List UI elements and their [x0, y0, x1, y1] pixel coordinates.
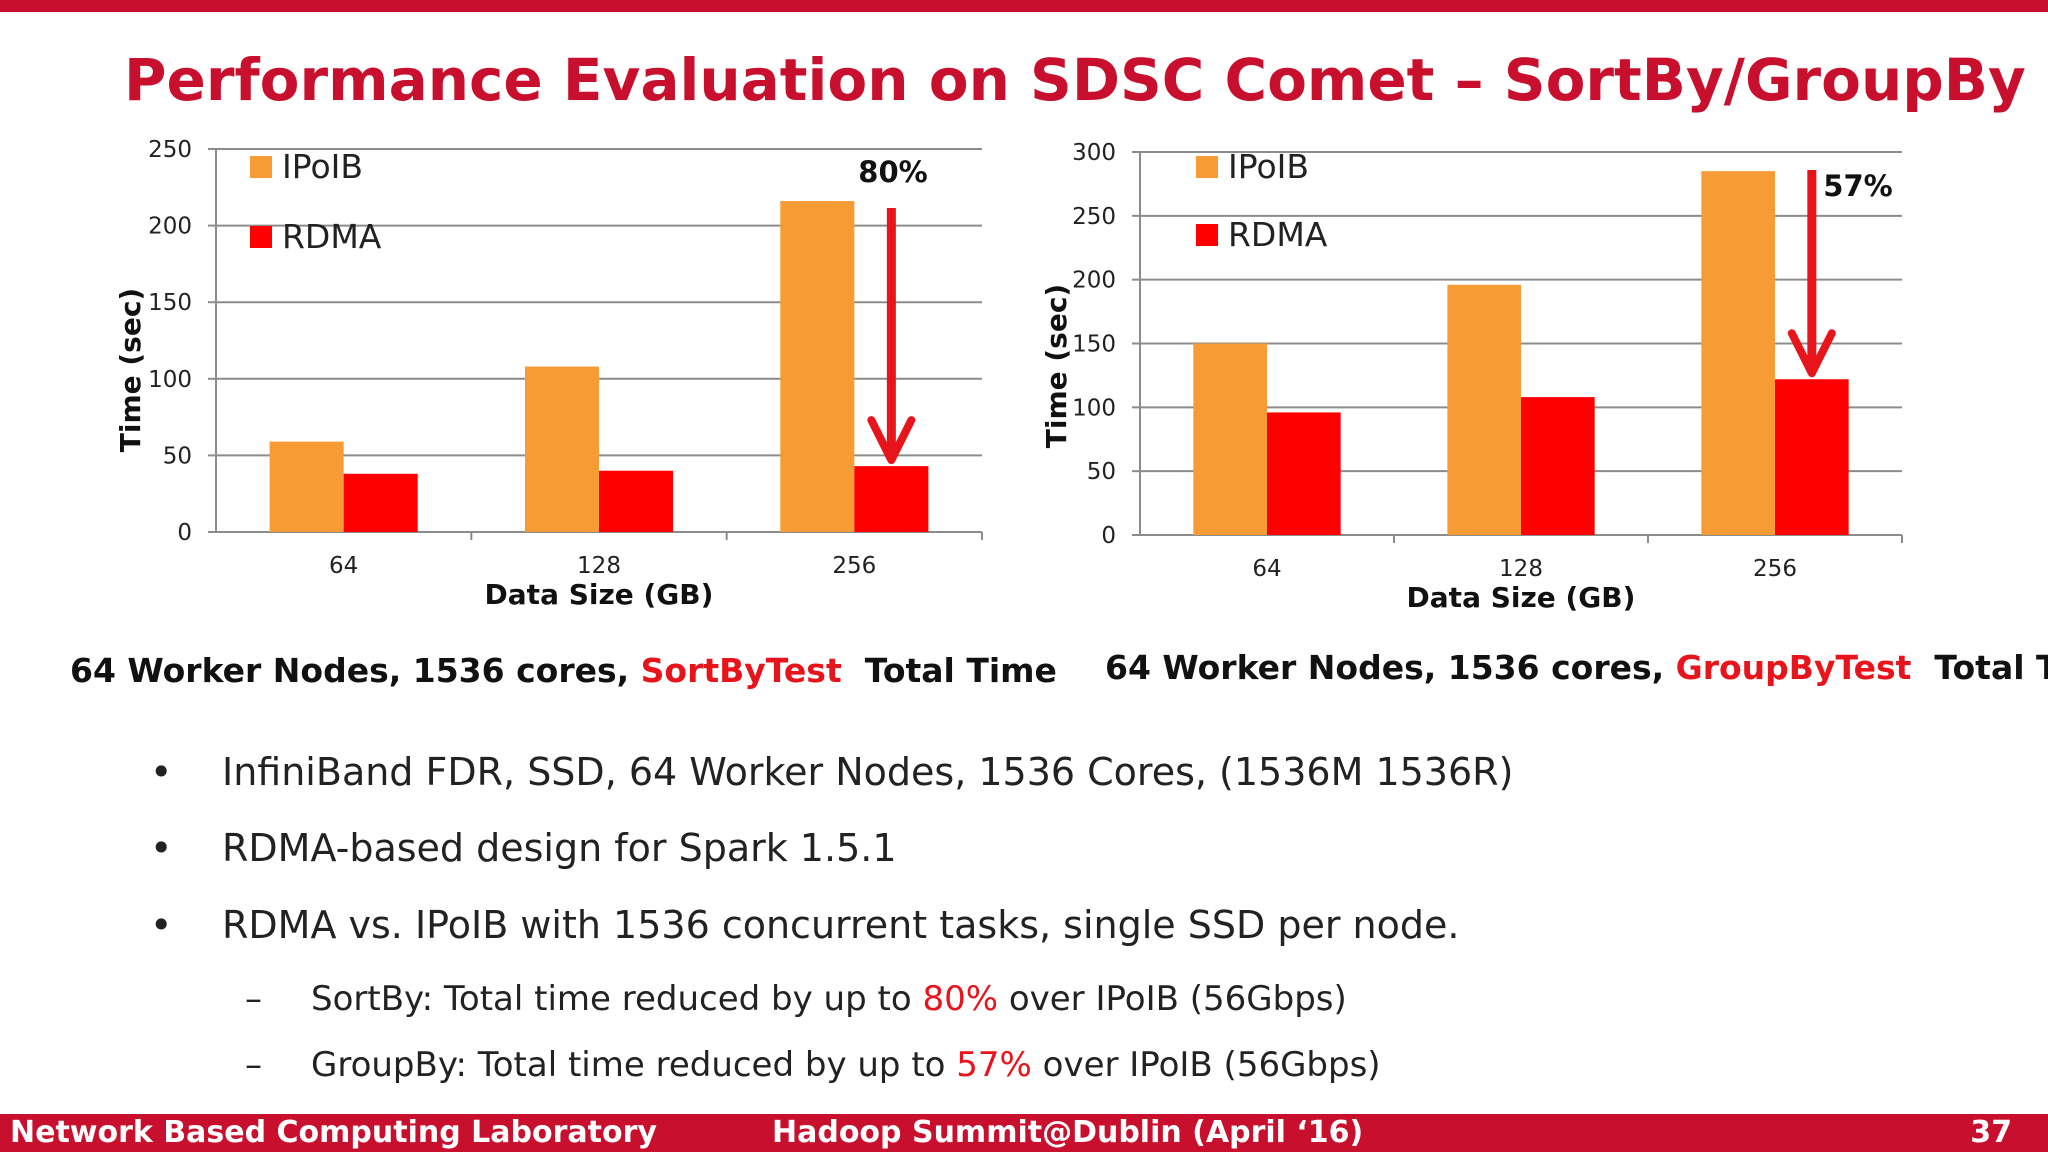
sub-bullet-text-after: over IPoIB (56Gbps): [1031, 1045, 1381, 1085]
sub-bullet-marker: –: [245, 1045, 262, 1085]
bar-rdma: [854, 466, 929, 532]
y-tick-label: 150: [148, 290, 192, 316]
bar-rdma: [1267, 412, 1341, 535]
legend-swatch-ipoib: [1196, 156, 1218, 178]
bullet-marker: •: [150, 750, 173, 794]
bullet-text: RDMA vs. IPoIB with 1536 concurrent task…: [222, 903, 1460, 947]
sortby-chart-svg: 0 50 100 150 200 250 64 128 256 Data Size (GB) Tim…: [114, 137, 983, 611]
footer-lab-name: Network Based Computing Laboratory: [10, 1115, 657, 1150]
footer-event: Hadoop Summit@Dublin (April ‘16): [772, 1115, 1364, 1150]
y-axis-label: Time (sec): [1040, 284, 1073, 448]
y-tick-label: 100: [148, 367, 192, 393]
y-tick-label: 150: [1072, 332, 1116, 358]
caption-suffix: Total Time: [841, 651, 1057, 690]
sub-bullet-marker: –: [245, 979, 262, 1019]
sub-bullet-highlight: 57%: [956, 1045, 1032, 1085]
footer-page-number: 37: [1970, 1115, 2012, 1150]
y-tick-label: 100: [1072, 395, 1116, 421]
y-tick-label: 50: [1087, 459, 1116, 485]
sub-bullet-text: GroupBy: Total time reduced by up to: [311, 1045, 957, 1085]
y-tick-label: 0: [177, 520, 192, 546]
y-axis-label: Time (sec): [114, 288, 147, 452]
sub-bullet-text: SortBy: Total time reduced by up to: [311, 979, 923, 1019]
caption-highlight: GroupByTest: [1675, 648, 1912, 687]
bullet-marker: •: [150, 903, 173, 947]
bar-ipoib: [269, 441, 344, 532]
y-tick-label: 250: [1072, 204, 1116, 230]
footer-bar: Network Based Computing Laboratory Hadoo…: [0, 1114, 2048, 1152]
x-tick-label: 128: [577, 553, 621, 579]
caption-highlight: SortByTest: [640, 651, 842, 690]
groupby-caption: 64 Worker Nodes, 1536 cores, GroupByTest…: [1105, 648, 2048, 687]
bar-rdma: [1775, 379, 1849, 535]
annotation-label: 57%: [1823, 169, 1892, 203]
legend-swatch-rdma: [1196, 224, 1218, 246]
bullet-item: • InfiniBand FDR, SSD, 64 Worker Nodes, 1…: [150, 750, 1513, 794]
sortby-chart: 0 50 100 150 200 250 64 128 256 Data Size (GB) Tim…: [0, 130, 1000, 650]
annotation-arrow-head: [1787, 329, 1836, 378]
top-accent-bar: [0, 0, 2048, 12]
legend-label-rdma: RDMA: [282, 217, 382, 256]
y-tick-label: 200: [148, 214, 192, 240]
bar-rdma: [1521, 397, 1595, 535]
sortby-caption: 64 Worker Nodes, 1536 cores, SortByTest …: [70, 651, 1057, 690]
bullet-text: RDMA-based design for Spark 1.5.1: [222, 826, 897, 870]
legend-label-rdma: RDMA: [1228, 215, 1328, 254]
x-tick-label: 64: [329, 553, 358, 579]
y-tick-label: 200: [1072, 268, 1116, 294]
y-tick-label: 0: [1101, 523, 1116, 549]
annotation-label: 80%: [858, 155, 927, 189]
x-tick-label: 256: [1753, 556, 1797, 582]
legend-swatch-ipoib: [250, 156, 272, 178]
x-axis-label: Data Size (GB): [485, 578, 714, 611]
legend-label-ipoib: IPoIB: [1228, 147, 1309, 186]
bar-ipoib: [1701, 171, 1775, 535]
sub-bullet-text-after: over IPoIB (56Gbps): [998, 979, 1347, 1019]
x-tick-label: 128: [1499, 556, 1543, 582]
groupby-chart: 0 50 100 150 200 250 300 64 128 256 Data Size (GB)…: [1000, 130, 2000, 650]
bar-ipoib: [1193, 343, 1267, 535]
bullet-marker: •: [150, 826, 173, 870]
groupby-chart-svg: 0 50 100 150 200 250 300 64 128 256 Data Size (GB)…: [1040, 140, 1903, 614]
bar-rdma: [343, 473, 418, 532]
bullet-item: • RDMA-based design for Spark 1.5.1: [150, 826, 897, 870]
y-tick-label: 300: [1072, 140, 1116, 166]
slide-title: Performance Evaluation on SDSC Comet – S…: [124, 46, 2026, 114]
bar-rdma: [599, 470, 674, 532]
bullet-item: • RDMA vs. IPoIB with 1536 concurrent tas…: [150, 903, 1459, 947]
x-tick-label: 64: [1252, 556, 1281, 582]
bar-ipoib: [780, 201, 855, 532]
caption-prefix: 64 Worker Nodes, 1536 cores,: [70, 651, 641, 690]
sub-bullet-item: – GroupBy: Total time reduced by up to 57…: [245, 1045, 1381, 1085]
sub-bullet-item: – SortBy: Total time reduced by up to 80%…: [245, 979, 1347, 1019]
bar-ipoib: [1447, 284, 1521, 535]
x-tick-label: 256: [832, 553, 876, 579]
bar-ipoib: [524, 366, 599, 532]
bullet-text: InfiniBand FDR, SSD, 64 Worker Nodes, 15…: [222, 750, 1514, 794]
legend-swatch-rdma: [250, 226, 272, 248]
sub-bullet-highlight: 80%: [922, 979, 999, 1019]
y-tick-label: 250: [148, 137, 192, 163]
annotation-arrow-head: [867, 416, 916, 465]
caption-suffix: Total Time: [1934, 648, 2048, 687]
legend-label-ipoib: IPoIB: [282, 147, 363, 186]
x-axis-label: Data Size (GB): [1407, 581, 1636, 614]
caption-prefix: 64 Worker Nodes, 1536 cores,: [1105, 648, 1676, 687]
y-tick-label: 50: [163, 443, 192, 469]
